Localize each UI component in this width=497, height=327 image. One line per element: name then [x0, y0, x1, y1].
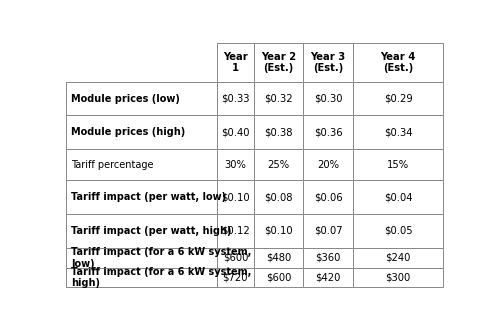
Text: Tariff impact (for a 6 kW system,
low): Tariff impact (for a 6 kW system, low) — [71, 247, 251, 269]
Text: $360: $360 — [315, 253, 340, 263]
Text: Module prices (low): Module prices (low) — [71, 94, 179, 104]
Bar — [217, 115, 253, 149]
Text: Year 2
(Est.): Year 2 (Est.) — [261, 52, 296, 73]
Bar — [353, 268, 443, 287]
Bar — [217, 268, 253, 287]
Bar — [66, 115, 217, 149]
Bar — [66, 149, 217, 180]
Bar — [66, 248, 217, 268]
Text: $420: $420 — [315, 273, 340, 283]
Text: $0.32: $0.32 — [264, 94, 293, 104]
Bar — [303, 214, 353, 248]
Bar — [66, 268, 217, 287]
Bar — [253, 149, 303, 180]
Bar — [353, 82, 443, 115]
Bar — [253, 43, 303, 82]
Bar — [253, 115, 303, 149]
Bar — [66, 180, 217, 214]
Text: Tariff impact (per watt, high): Tariff impact (per watt, high) — [71, 226, 231, 236]
Text: Year
1: Year 1 — [223, 52, 248, 73]
Text: 20%: 20% — [317, 160, 339, 170]
Bar — [253, 82, 303, 115]
Bar — [253, 214, 303, 248]
Text: Tariff impact (per watt, low): Tariff impact (per watt, low) — [71, 192, 226, 202]
Bar — [303, 149, 353, 180]
Text: $300: $300 — [386, 273, 411, 283]
Text: 30%: 30% — [225, 160, 247, 170]
Text: $240: $240 — [385, 253, 411, 263]
Bar — [217, 248, 253, 268]
Text: $0.36: $0.36 — [314, 128, 342, 137]
Bar — [303, 82, 353, 115]
Bar — [253, 180, 303, 214]
Bar — [217, 82, 253, 115]
Text: Tariff impact (for a 6 kW system,
high): Tariff impact (for a 6 kW system, high) — [71, 267, 251, 288]
Bar — [66, 214, 217, 248]
Bar — [66, 115, 217, 149]
Bar — [353, 43, 443, 82]
Text: 25%: 25% — [267, 160, 289, 170]
Bar — [353, 248, 443, 268]
Bar — [303, 248, 353, 268]
Bar — [66, 82, 217, 115]
Bar — [66, 248, 217, 268]
Bar — [353, 214, 443, 248]
Text: $600: $600 — [223, 253, 248, 263]
Text: $720: $720 — [223, 273, 248, 283]
Text: $0.40: $0.40 — [221, 128, 249, 137]
Text: Year 3
(Est.): Year 3 (Est.) — [311, 52, 345, 73]
Bar — [217, 43, 253, 82]
Text: $0.30: $0.30 — [314, 94, 342, 104]
Bar — [303, 115, 353, 149]
Text: $0.04: $0.04 — [384, 192, 413, 202]
Text: Year 4
(Est.): Year 4 (Est.) — [380, 52, 416, 73]
Text: $0.10: $0.10 — [264, 226, 293, 236]
Text: $0.34: $0.34 — [384, 128, 413, 137]
Bar — [303, 268, 353, 287]
Bar — [303, 43, 353, 82]
Bar — [353, 115, 443, 149]
Bar — [353, 180, 443, 214]
Text: $0.38: $0.38 — [264, 128, 293, 137]
Text: $0.10: $0.10 — [221, 192, 249, 202]
Text: $0.06: $0.06 — [314, 192, 342, 202]
Text: $0.12: $0.12 — [221, 226, 249, 236]
Bar — [66, 214, 217, 248]
Bar — [66, 268, 217, 287]
Text: $480: $480 — [266, 253, 291, 263]
Bar — [253, 268, 303, 287]
Bar — [66, 149, 217, 180]
Bar — [217, 149, 253, 180]
Bar — [217, 180, 253, 214]
Text: $0.33: $0.33 — [221, 94, 249, 104]
Text: Module prices (high): Module prices (high) — [71, 128, 185, 137]
Text: $0.08: $0.08 — [264, 192, 293, 202]
Bar — [66, 180, 217, 214]
Text: 15%: 15% — [387, 160, 409, 170]
Text: $0.05: $0.05 — [384, 226, 413, 236]
Bar — [66, 82, 217, 115]
Bar — [217, 214, 253, 248]
Bar — [253, 248, 303, 268]
Text: Tariff percentage: Tariff percentage — [71, 160, 153, 170]
Text: $600: $600 — [266, 273, 291, 283]
Text: $0.29: $0.29 — [384, 94, 413, 104]
Text: $0.07: $0.07 — [314, 226, 342, 236]
Bar — [303, 180, 353, 214]
Bar — [353, 149, 443, 180]
